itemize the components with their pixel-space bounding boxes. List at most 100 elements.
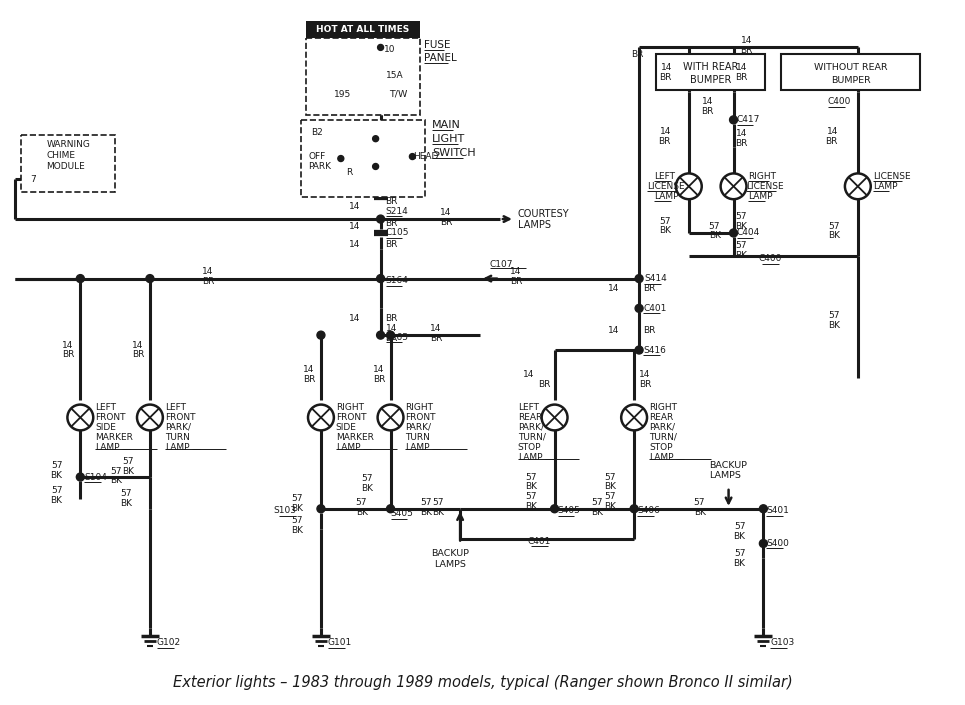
Text: 15A: 15A: [386, 70, 403, 80]
Text: T/W: T/W: [390, 90, 408, 99]
Text: REAR: REAR: [518, 413, 542, 422]
Text: MODULE: MODULE: [46, 162, 85, 171]
Text: 14: 14: [740, 36, 752, 45]
Text: LEFT: LEFT: [654, 172, 675, 181]
Circle shape: [68, 405, 94, 430]
Text: 57: 57: [432, 498, 444, 508]
Text: S165: S165: [386, 333, 408, 342]
Circle shape: [635, 305, 643, 312]
Text: BR: BR: [510, 277, 522, 286]
Text: C401: C401: [643, 304, 667, 313]
Text: C105: C105: [386, 228, 409, 238]
Text: BACKUP: BACKUP: [708, 460, 747, 470]
Text: S414: S414: [644, 274, 667, 283]
Text: SIDE: SIDE: [336, 423, 357, 432]
Text: BR: BR: [386, 219, 398, 228]
Text: WARNING: WARNING: [46, 140, 91, 149]
Text: 14: 14: [349, 221, 361, 231]
Text: 14: 14: [608, 326, 620, 335]
Text: 7: 7: [31, 175, 37, 184]
Text: BK: BK: [735, 221, 748, 231]
Text: BR: BR: [735, 73, 748, 82]
Text: BK: BK: [291, 526, 303, 535]
Text: BR: BR: [538, 380, 550, 389]
Text: 57: 57: [605, 472, 617, 482]
Text: Exterior lights – 1983 through 1989 models, typical (Ranger shown Bronco II simi: Exterior lights – 1983 through 1989 mode…: [173, 675, 793, 690]
Bar: [306, 37, 421, 115]
Circle shape: [317, 505, 325, 513]
Text: LAMPS: LAMPS: [518, 220, 551, 230]
Text: LAMP: LAMP: [165, 443, 189, 452]
Text: 57: 57: [51, 460, 63, 470]
Text: 14: 14: [510, 267, 521, 276]
Text: BR: BR: [202, 277, 214, 286]
Text: OFF: OFF: [308, 152, 325, 161]
Text: 57: 57: [291, 494, 303, 503]
Text: LICENSE: LICENSE: [747, 182, 785, 191]
Circle shape: [308, 405, 334, 430]
Text: BR: BR: [386, 314, 398, 323]
Text: 14: 14: [202, 267, 213, 276]
Circle shape: [76, 473, 84, 481]
Circle shape: [759, 505, 767, 513]
Text: SWITCH: SWITCH: [432, 147, 476, 158]
Text: 14: 14: [349, 314, 361, 323]
Text: BR: BR: [386, 333, 398, 343]
Text: LAMP: LAMP: [872, 182, 897, 191]
Text: 14: 14: [132, 341, 144, 350]
Text: BR: BR: [386, 197, 398, 206]
Text: LICENSE: LICENSE: [872, 172, 910, 181]
Text: BK: BK: [50, 496, 63, 505]
Text: 57: 57: [605, 492, 617, 501]
Circle shape: [759, 539, 767, 548]
Text: PANEL: PANEL: [425, 54, 457, 63]
Text: FRONT: FRONT: [96, 413, 125, 422]
Text: 14: 14: [303, 365, 315, 374]
Text: BUMPER: BUMPER: [831, 75, 870, 85]
Text: 57: 57: [828, 311, 840, 320]
Text: 57: 57: [708, 221, 720, 231]
Text: 57: 57: [734, 522, 746, 531]
Text: BK: BK: [421, 508, 432, 517]
Text: 57: 57: [291, 516, 303, 525]
Text: 14: 14: [386, 324, 397, 333]
Text: BK: BK: [291, 504, 303, 513]
Circle shape: [387, 331, 395, 339]
Text: 14: 14: [827, 128, 838, 136]
Text: BK: BK: [50, 470, 63, 479]
Text: BR: BR: [386, 240, 398, 250]
Text: RIGHT: RIGHT: [405, 403, 433, 412]
Text: FRONT: FRONT: [336, 413, 367, 422]
Text: BR: BR: [430, 333, 443, 343]
Circle shape: [409, 154, 415, 159]
Circle shape: [338, 156, 344, 161]
Circle shape: [146, 275, 153, 283]
Text: 57: 57: [734, 549, 746, 558]
Text: G101: G101: [328, 638, 352, 647]
Text: LEFT: LEFT: [518, 403, 538, 412]
Text: CHIME: CHIME: [46, 151, 75, 160]
Text: BK: BK: [828, 321, 840, 330]
Text: S405: S405: [558, 506, 580, 515]
Text: LEFT: LEFT: [165, 403, 186, 412]
Text: BK: BK: [525, 482, 537, 491]
Text: BR: BR: [702, 107, 714, 116]
Text: BR: BR: [303, 375, 316, 384]
Text: BK: BK: [604, 482, 617, 491]
Text: BK: BK: [694, 508, 705, 517]
Text: TURN: TURN: [405, 433, 430, 442]
Text: WITHOUT REAR: WITHOUT REAR: [814, 63, 888, 72]
Text: FRONT: FRONT: [405, 413, 436, 422]
Text: 14: 14: [703, 97, 714, 106]
Text: 14: 14: [349, 202, 361, 211]
Text: 10: 10: [383, 45, 395, 54]
Text: BK: BK: [122, 467, 134, 476]
Circle shape: [376, 275, 385, 283]
Text: LAMP: LAMP: [654, 192, 678, 201]
Text: BK: BK: [120, 499, 132, 508]
Text: 57: 57: [525, 492, 537, 501]
Bar: [656, 54, 765, 90]
Text: 14: 14: [63, 341, 73, 350]
Bar: [20, 135, 115, 192]
Text: REAR: REAR: [649, 413, 674, 422]
